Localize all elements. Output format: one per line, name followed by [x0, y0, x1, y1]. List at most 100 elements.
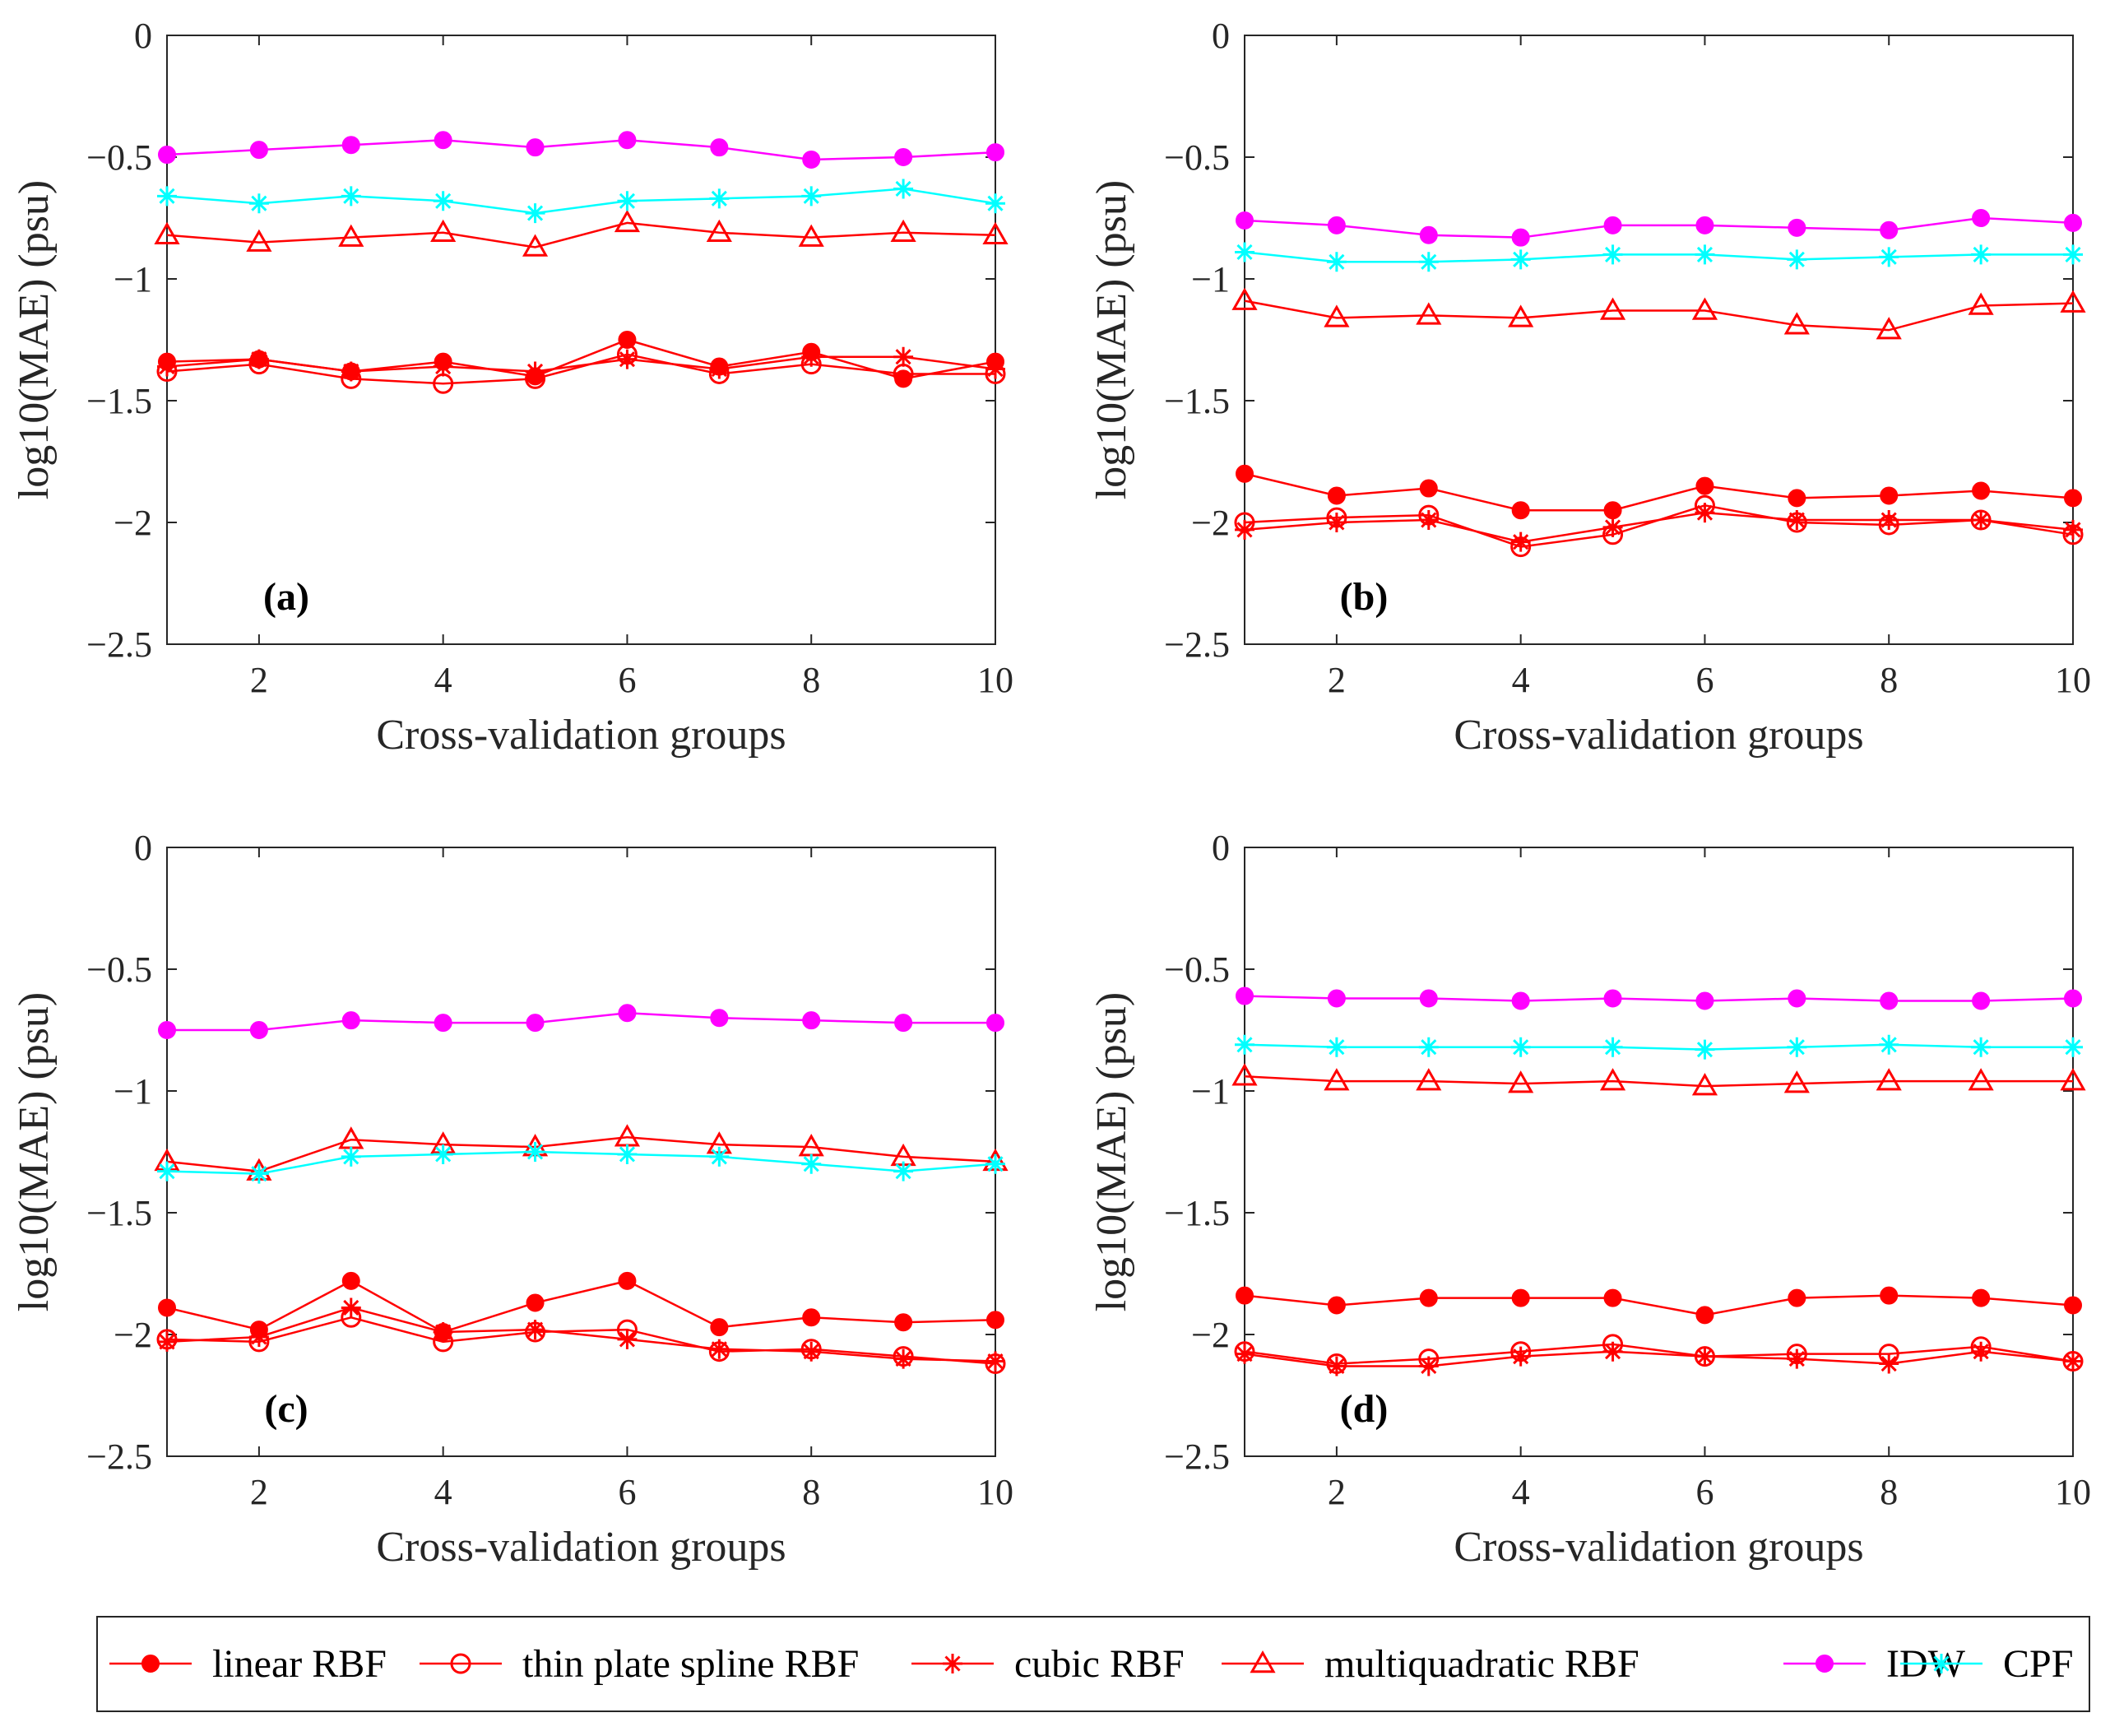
data-point	[2064, 489, 2082, 508]
data-point	[522, 234, 549, 257]
data-point	[525, 361, 545, 382]
legend-item-linear-rbf: linear RBF	[109, 1642, 387, 1686]
x-tick-label: 8	[1880, 660, 1898, 700]
data-point	[2064, 989, 2082, 1008]
data-point	[1511, 228, 1530, 247]
data-point	[1879, 247, 1899, 267]
series-idw	[1236, 986, 2082, 1010]
data-point	[617, 191, 638, 211]
x-axis-label: Cross-validation groups	[1454, 712, 1863, 759]
y-tick-label: −2.5	[1164, 624, 1230, 665]
series-linear-rbf	[1236, 1286, 2082, 1325]
data-point	[1602, 517, 1623, 537]
data-point	[341, 1011, 360, 1030]
legend-label: linear RBF	[212, 1642, 387, 1686]
y-tick-label: −0.5	[86, 949, 152, 990]
data-point	[157, 1161, 177, 1181]
x-tick-label: 2	[1328, 660, 1346, 700]
data-point	[433, 356, 453, 377]
data-point	[525, 1142, 545, 1162]
series-line	[166, 355, 996, 373]
data-point	[1419, 1288, 1438, 1307]
data-point	[1603, 501, 1622, 520]
series-thin-plate-spline-rbf	[1234, 494, 2084, 558]
chart-panel-d: 0 −0.5 −1 −1.5 −2 −2.5 2 4 6 8 10 Cross-validation …	[1088, 828, 2091, 1571]
data-point	[1783, 1070, 1810, 1093]
series-line	[1244, 504, 2074, 548]
series-line	[166, 139, 996, 161]
x-tick-label: 10	[2055, 1472, 2091, 1512]
y-tick-label: −0.5	[86, 137, 152, 178]
y-tick-label: −2	[1191, 1315, 1230, 1355]
data-point	[434, 1014, 452, 1033]
data-point	[893, 1161, 914, 1181]
x-tick-label: 4	[434, 660, 452, 700]
data-point	[2063, 519, 2083, 540]
data-point	[986, 143, 1004, 162]
data-point	[1972, 481, 1991, 500]
plot-area-frame	[166, 847, 996, 1457]
panel-label: (a)	[263, 575, 309, 619]
data-point	[618, 1271, 637, 1290]
data-point	[1236, 211, 1254, 230]
x-tick-label: 6	[1695, 660, 1714, 700]
data-point	[985, 359, 1005, 379]
x-tick-label: 10	[977, 660, 1013, 700]
y-tick-label: −1.5	[1164, 1193, 1230, 1233]
data-point	[802, 150, 821, 169]
data-point	[894, 148, 913, 166]
data-point	[1235, 519, 1254, 540]
data-point	[433, 1144, 453, 1164]
y-tick-label: 0	[1212, 16, 1230, 56]
data-point	[1972, 991, 1991, 1010]
series-cubic-rbf	[1235, 1341, 2083, 1376]
data-point	[525, 203, 545, 224]
legend-marker	[943, 1654, 962, 1673]
data-point	[1599, 297, 1626, 320]
data-point	[985, 1153, 1005, 1174]
data-point	[249, 141, 268, 160]
series-line	[1244, 1043, 2073, 1051]
series-line	[1244, 1294, 2074, 1316]
y-tick-label: 0	[1212, 828, 1230, 868]
data-point	[341, 186, 361, 207]
legend-item-cpf: CPF	[1900, 1642, 2073, 1686]
data-point	[1879, 510, 1899, 531]
data-point	[801, 186, 822, 207]
x-tick-label: 6	[1695, 1472, 1714, 1512]
x-tick-label: 4	[434, 1472, 452, 1512]
data-point	[1787, 1348, 1807, 1369]
data-point	[1418, 252, 1439, 272]
data-point	[1695, 503, 1715, 523]
legend-label: cubic RBF	[1014, 1642, 1185, 1686]
data-point	[1419, 479, 1438, 498]
data-point	[2064, 1296, 2082, 1315]
data-point	[341, 136, 360, 155]
y-tick-label: −0.5	[1164, 949, 1230, 990]
data-point	[1971, 510, 1992, 531]
series-thin-plate-spline-rbf	[156, 1307, 1006, 1375]
data-point	[1695, 1306, 1714, 1325]
data-point	[1235, 1034, 1254, 1055]
data-point	[1599, 1068, 1626, 1091]
series-cubic-rbf	[157, 346, 1005, 382]
data-point	[1788, 1288, 1806, 1307]
series-line	[166, 221, 996, 248]
data-point	[1880, 991, 1899, 1010]
series-line	[166, 1135, 996, 1172]
x-tick-label: 4	[1512, 1472, 1530, 1512]
data-point	[1418, 1037, 1439, 1057]
data-point	[1510, 1346, 1531, 1367]
data-point	[710, 1318, 729, 1337]
y-tick-label: 0	[134, 16, 152, 56]
data-point	[798, 1134, 824, 1157]
series-line	[1244, 1075, 2073, 1088]
y-axis-label: log10(MAE) (psu)	[11, 180, 58, 500]
y-tick-label: −1.5	[86, 381, 152, 421]
data-point	[1324, 304, 1350, 327]
data-point	[894, 1313, 913, 1332]
data-point	[1968, 1068, 1994, 1091]
data-point	[1880, 220, 1899, 239]
data-point	[710, 1009, 729, 1028]
data-point	[430, 219, 457, 243]
